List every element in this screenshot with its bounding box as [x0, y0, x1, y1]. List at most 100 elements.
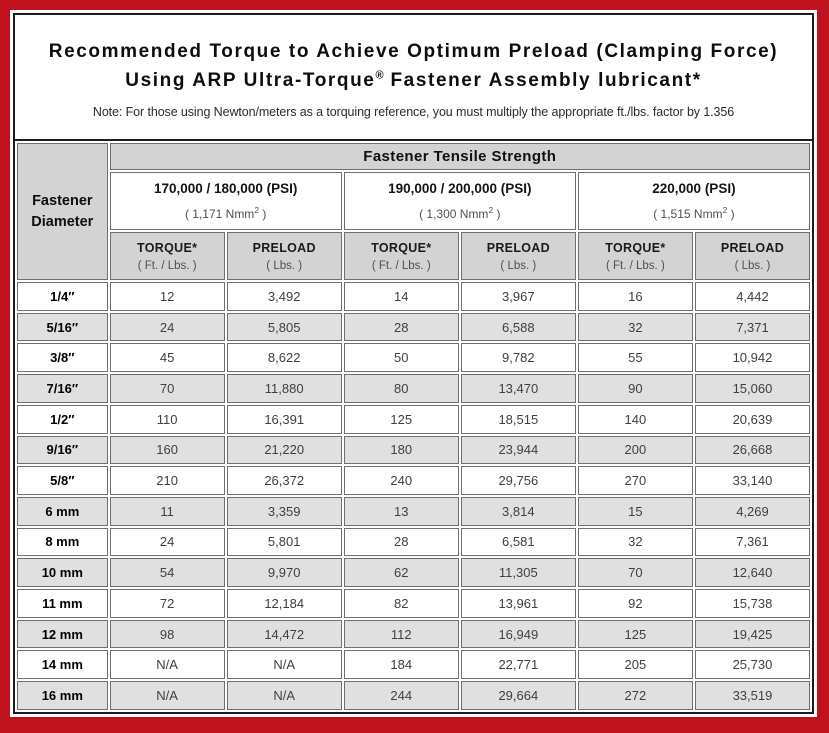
- value-cell: 8,622: [226, 343, 342, 373]
- value-cell: 50: [343, 343, 459, 373]
- value-cell: 24: [109, 527, 225, 557]
- value-cell: 55: [577, 343, 693, 373]
- preload-label: PRELOAD: [720, 240, 785, 255]
- value-cell: 19,425: [694, 619, 810, 649]
- value-cell: 23,944: [460, 435, 576, 465]
- torque-label: TORQUE*: [605, 240, 666, 255]
- diameter-cell: 14 mm: [17, 650, 108, 680]
- torque-label: TORQUE*: [371, 240, 432, 255]
- diameter-cell: 11 mm: [17, 589, 108, 618]
- title-section: Recommended Torque to Achieve Optimum Pr…: [15, 15, 812, 139]
- preload-unit: ( Lbs. ): [266, 259, 303, 272]
- nmm-value-3: ( 1,515 Nmm: [653, 207, 723, 221]
- value-cell: 15,738: [694, 589, 810, 618]
- diameter-cell: 16 mm: [17, 681, 108, 710]
- value-cell: 32: [577, 527, 693, 557]
- table-row: 9/16″ 160 21,220 180 23,944 200 26,668: [17, 435, 810, 465]
- diameter-cell: 1/2″: [17, 404, 108, 434]
- value-cell: 10,942: [694, 343, 810, 373]
- value-cell: 72: [109, 589, 225, 618]
- value-cell: 9,782: [460, 343, 576, 373]
- value-cell: N/A: [226, 650, 342, 680]
- torque-subheader-2: TORQUE* ( Ft. / Lbs. ): [343, 232, 459, 280]
- value-cell: N/A: [226, 681, 342, 710]
- value-cell: 125: [577, 619, 693, 649]
- psi-label-3: 220,000 (PSI): [652, 181, 736, 196]
- value-cell: 22,771: [460, 650, 576, 680]
- value-cell: 3,492: [226, 282, 342, 311]
- nmm-sup-1: 2: [254, 205, 260, 215]
- value-cell: 28: [343, 312, 459, 342]
- value-cell: 15: [577, 496, 693, 526]
- table-row: 16 mm N/A N/A 244 29,664 272 33,519: [17, 681, 810, 710]
- value-cell: 7,361: [694, 527, 810, 557]
- value-cell: 82: [343, 589, 459, 618]
- value-cell: 26,668: [694, 435, 810, 465]
- value-cell: 7,371: [694, 312, 810, 342]
- value-cell: 3,814: [460, 496, 576, 526]
- value-cell: 33,140: [694, 466, 810, 495]
- value-cell: 13: [343, 496, 459, 526]
- value-cell: 180: [343, 435, 459, 465]
- value-cell: 62: [343, 558, 459, 588]
- value-cell: 70: [109, 374, 225, 403]
- value-cell: 45: [109, 343, 225, 373]
- value-cell: 20,639: [694, 404, 810, 434]
- torque-subheader-3: TORQUE* ( Ft. / Lbs. ): [577, 232, 693, 280]
- value-cell: 9,970: [226, 558, 342, 588]
- value-cell: 3,359: [226, 496, 342, 526]
- value-cell: 272: [577, 681, 693, 710]
- torque-label: TORQUE*: [137, 240, 198, 255]
- diameter-cell: 5/8″: [17, 466, 108, 495]
- fastener-diameter-header-line2: Diameter: [31, 213, 94, 230]
- value-cell: 112: [343, 619, 459, 649]
- tensile-strength-row: Fastener Diameter Fastener Tensile Streng…: [17, 143, 810, 280]
- value-cell: 125: [343, 404, 459, 434]
- value-cell: 92: [577, 589, 693, 618]
- preload-subheader-2: PRELOAD ( Lbs. ): [460, 232, 576, 280]
- value-cell: 25,730: [694, 650, 810, 680]
- value-cell: 140: [577, 404, 693, 434]
- value-cell: 29,756: [460, 466, 576, 495]
- table-row: 6 mm 11 3,359 13 3,814 15 4,269: [17, 496, 810, 526]
- preload-unit: ( Lbs. ): [734, 259, 771, 272]
- psi-group-header-1: 170,000 / 180,000 (PSI) ( 1,171 Nmm2 ): [109, 172, 342, 230]
- value-cell: 210: [109, 466, 225, 495]
- value-cell: 16: [577, 282, 693, 311]
- psi-group-header-2: 190,000 / 200,000 (PSI) ( 1,300 Nmm2 ): [343, 172, 576, 230]
- value-cell: 32: [577, 312, 693, 342]
- page-title-line2-end: Fastener Assembly lubricant*: [383, 70, 702, 91]
- diameter-cell: 6 mm: [17, 496, 108, 526]
- nmm-label-3: ( 1,515 Nmm2 ): [581, 205, 807, 221]
- diameter-cell: 9/16″: [17, 435, 108, 465]
- value-cell: 98: [109, 619, 225, 649]
- title-note: Note: For those using Newton/meters as a…: [92, 105, 735, 120]
- document-page: Recommended Torque to Achieve Optimum Pr…: [13, 13, 814, 714]
- nmm-sup-2: 2: [488, 205, 494, 215]
- value-cell: 5,801: [226, 527, 342, 557]
- value-cell: 80: [343, 374, 459, 403]
- value-cell: 18,515: [460, 404, 576, 434]
- value-cell: 160: [109, 435, 225, 465]
- table-row: 14 mm N/A N/A 184 22,771 205 25,730: [17, 650, 810, 680]
- diameter-cell: 5/16″: [17, 312, 108, 342]
- value-cell: 11,305: [460, 558, 576, 588]
- torque-subheader-1: TORQUE* ( Ft. / Lbs. ): [109, 232, 225, 280]
- table-row: 8 mm 24 5,801 28 6,581 32 7,361: [17, 527, 810, 557]
- value-cell: 13,961: [460, 589, 576, 618]
- value-cell: 12: [109, 282, 225, 311]
- table-row: 12 mm 98 14,472 112 16,949 125 19,425: [17, 619, 810, 649]
- fastener-diameter-header-line1: Fastener: [32, 193, 93, 210]
- value-cell: 6,588: [460, 312, 576, 342]
- value-cell: 110: [109, 404, 225, 434]
- preload-unit: ( Lbs. ): [500, 259, 537, 272]
- value-cell: 11,880: [226, 374, 342, 403]
- torque-unit: ( Ft. / Lbs. ): [605, 259, 665, 272]
- value-cell: 12,184: [226, 589, 342, 618]
- value-cell: 6,581: [460, 527, 576, 557]
- table-row: 5/16″ 24 5,805 28 6,588 32 7,371: [17, 312, 810, 342]
- value-cell: N/A: [109, 650, 225, 680]
- page-title-line1: Recommended Torque to Achieve Optimum Pr…: [48, 40, 779, 62]
- table-row: 3/8″ 45 8,622 50 9,782 55 10,942: [17, 343, 810, 373]
- value-cell: 24: [109, 312, 225, 342]
